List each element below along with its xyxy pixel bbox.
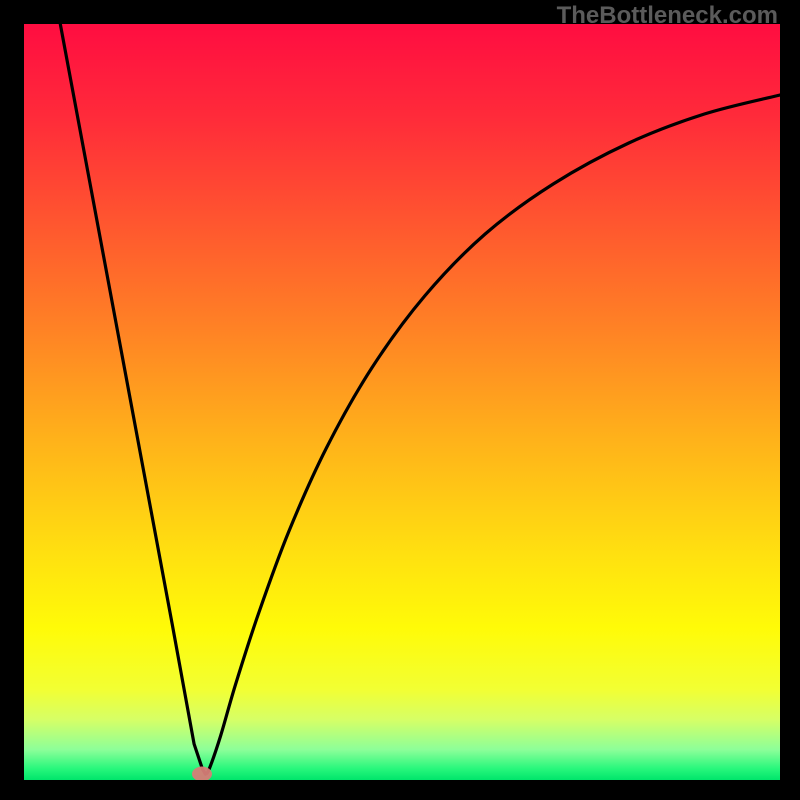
bottleneck-curve <box>24 24 780 780</box>
curve-left-branch <box>60 24 205 774</box>
optimum-marker <box>192 767 212 781</box>
chart-container: TheBottleneck.com <box>0 0 800 800</box>
plot-area <box>24 24 780 780</box>
curve-right-branch <box>205 95 780 774</box>
